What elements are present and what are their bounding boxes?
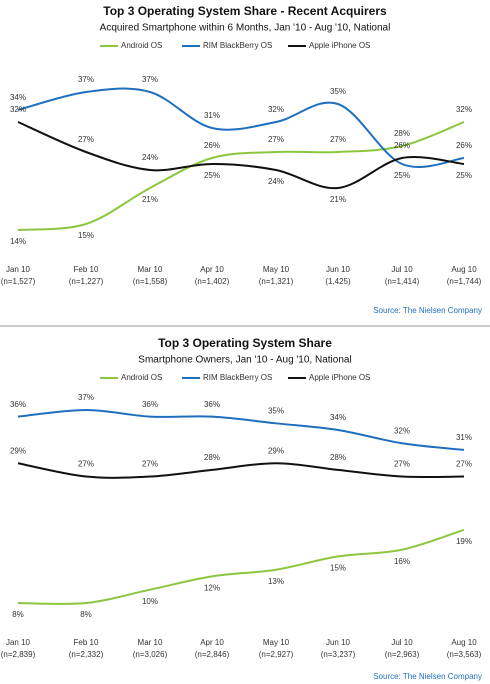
x-tick-sublabel: (n=3,026): [133, 650, 168, 659]
data-label: 25%: [394, 171, 410, 180]
legend-label: RIM BlackBerry OS: [203, 373, 272, 382]
x-tick-sublabel: (n=1,402): [195, 277, 230, 286]
chart-subtitle: Smartphone Owners, Jan '10 - Aug '10, Na…: [138, 355, 351, 366]
series-line: [17, 528, 465, 605]
data-label: 27%: [142, 460, 158, 469]
data-label: 21%: [142, 195, 158, 204]
data-label: 19%: [456, 537, 472, 546]
data-label: 37%: [142, 75, 158, 84]
data-label: 8%: [80, 610, 92, 619]
data-label: 26%: [204, 141, 220, 150]
x-tick-sublabel: (n=2,846): [195, 650, 230, 659]
data-label: 36%: [142, 400, 158, 409]
data-label: 27%: [78, 135, 94, 144]
x-tick-sublabel: (n=3,563): [447, 650, 482, 659]
data-label: 13%: [268, 577, 284, 586]
x-tick-sublabel: (n=1,227): [69, 277, 104, 286]
x-tick-sublabel: (n=3,237): [321, 650, 356, 659]
data-label: 35%: [268, 406, 284, 415]
legend-label: Apple iPhone OS: [309, 373, 370, 382]
data-label: 8%: [12, 610, 24, 619]
x-tick-label: Feb 10: [74, 265, 99, 274]
legend-label: Android OS: [121, 41, 162, 50]
data-label: 29%: [10, 446, 26, 455]
data-label: 26%: [394, 141, 410, 150]
source: Source: The Nielsen Company: [373, 306, 482, 315]
series-line: [17, 408, 465, 451]
data-label: 27%: [456, 460, 472, 469]
x-tick-label: Aug 10: [451, 638, 477, 647]
data-label: 24%: [268, 177, 284, 186]
data-label: 21%: [330, 195, 346, 204]
data-label: 27%: [394, 460, 410, 469]
data-label: 26%: [456, 141, 472, 150]
data-label: 27%: [330, 135, 346, 144]
series-line: [17, 462, 465, 479]
data-label: 31%: [204, 111, 220, 120]
x-tick-sublabel: (n=2,963): [385, 650, 420, 659]
data-label: 36%: [10, 400, 26, 409]
series-line: [17, 87, 465, 168]
data-label: 32%: [10, 105, 26, 114]
series-line: [17, 121, 465, 231]
x-tick-sublabel: (n=1,321): [259, 277, 294, 286]
data-label: 15%: [78, 231, 94, 240]
x-tick-sublabel: (n=2,332): [69, 650, 104, 659]
x-tick-label: Mar 10: [138, 265, 163, 274]
x-tick-label: Apr 10: [200, 638, 224, 647]
legend-label: Apple iPhone OS: [309, 41, 370, 50]
chart-title: Top 3 Operating System Share - Recent Ac…: [103, 4, 387, 18]
data-label: 10%: [142, 597, 158, 606]
data-label: 32%: [394, 426, 410, 435]
data-label: 34%: [10, 93, 26, 102]
data-label: 28%: [204, 453, 220, 462]
data-label: 34%: [330, 413, 346, 422]
x-tick-sublabel: (n=1,414): [385, 277, 420, 286]
data-label: 27%: [268, 135, 284, 144]
x-tick-label: Apr 10: [200, 265, 224, 274]
data-label: 28%: [394, 129, 410, 138]
x-tick-label: Jan 10: [6, 265, 31, 274]
data-label: 16%: [394, 557, 410, 566]
data-label: 25%: [204, 171, 220, 180]
data-label: 12%: [204, 583, 220, 592]
data-label: 24%: [142, 153, 158, 162]
x-tick-label: Jul 10: [391, 265, 413, 274]
x-tick-sublabel: (1,425): [325, 277, 351, 286]
x-tick-sublabel: (n=1,527): [1, 277, 36, 286]
x-tick-label: Aug 10: [451, 265, 477, 274]
x-tick-label: Jan 10: [6, 638, 31, 647]
series-line: [17, 121, 465, 190]
x-tick-label: Mar 10: [138, 638, 163, 647]
x-tick-label: Jun 10: [326, 265, 351, 274]
data-label: 35%: [330, 87, 346, 96]
data-label: 27%: [78, 460, 94, 469]
x-tick-sublabel: (n=2,839): [1, 650, 36, 659]
chart-title: Top 3 Operating System Share: [158, 336, 332, 350]
x-tick-sublabel: (n=1,744): [447, 277, 482, 286]
data-label: 14%: [10, 237, 26, 246]
data-label: 31%: [456, 433, 472, 442]
legend-label: Android OS: [121, 373, 162, 382]
legend-label: RIM BlackBerry OS: [203, 41, 272, 50]
data-label: 36%: [204, 400, 220, 409]
data-label: 37%: [78, 75, 94, 84]
data-label: 15%: [330, 564, 346, 573]
x-tick-label: May 10: [263, 265, 290, 274]
data-label: 32%: [456, 105, 472, 114]
x-tick-sublabel: (n=2,927): [259, 650, 294, 659]
chart-subtitle: Acquired Smartphone within 6 Months, Jan…: [100, 23, 391, 34]
data-label: 29%: [268, 446, 284, 455]
x-tick-label: Feb 10: [74, 638, 99, 647]
data-label: 37%: [78, 393, 94, 402]
data-label: 25%: [456, 171, 472, 180]
x-tick-label: May 10: [263, 638, 290, 647]
x-tick-label: Jun 10: [326, 638, 351, 647]
data-label: 32%: [268, 105, 284, 114]
source: Source: The Nielsen Company: [373, 672, 482, 681]
data-label: 28%: [330, 453, 346, 462]
x-tick-label: Jul 10: [391, 638, 413, 647]
x-tick-sublabel: (n=1,558): [133, 277, 168, 286]
